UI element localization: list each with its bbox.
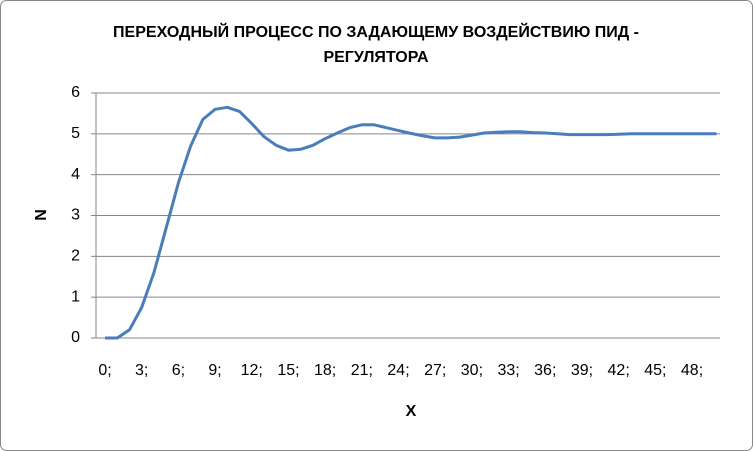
- y-tick-label: 2: [71, 248, 80, 265]
- x-tick-label: 48;: [681, 362, 703, 379]
- y-tick-label: 3: [71, 207, 80, 224]
- x-tick-label: 6;: [172, 362, 185, 379]
- y-tick-label: 4: [71, 166, 80, 183]
- y-tick-label: 5: [71, 125, 80, 142]
- x-tick-label: 30;: [461, 362, 483, 379]
- x-axis-title: X: [406, 403, 417, 420]
- chart-title: ПЕРЕХОДНЫЙ ПРОЦЕСС ПО ЗАДАЮЩЕМУ ВОЗДЕЙСТ…: [113, 24, 639, 66]
- x-tick-label: 36;: [534, 362, 556, 379]
- x-tick-label: 33;: [497, 362, 519, 379]
- x-tick-label: 42;: [608, 362, 630, 379]
- x-tick-label: 18;: [314, 362, 336, 379]
- x-tick-label: 9;: [208, 362, 221, 379]
- y-tick-label: 1: [71, 288, 80, 305]
- y-axis-title: N: [33, 209, 50, 221]
- line-series: [105, 105, 717, 340]
- x-tick-label: 3;: [135, 362, 148, 379]
- y-tick-label: 0: [71, 329, 80, 346]
- x-tick-label: 45;: [644, 362, 666, 379]
- x-tick-label: 27;: [424, 362, 446, 379]
- x-tick-label: 24;: [387, 362, 409, 379]
- x-tick-label: 21;: [351, 362, 373, 379]
- x-tick-label: 39;: [571, 362, 593, 379]
- y-tick-label: 6: [71, 84, 80, 101]
- x-tick-label: 0;: [98, 362, 111, 379]
- x-tick-label: 15;: [277, 362, 299, 379]
- x-tick-label: 12;: [241, 362, 263, 379]
